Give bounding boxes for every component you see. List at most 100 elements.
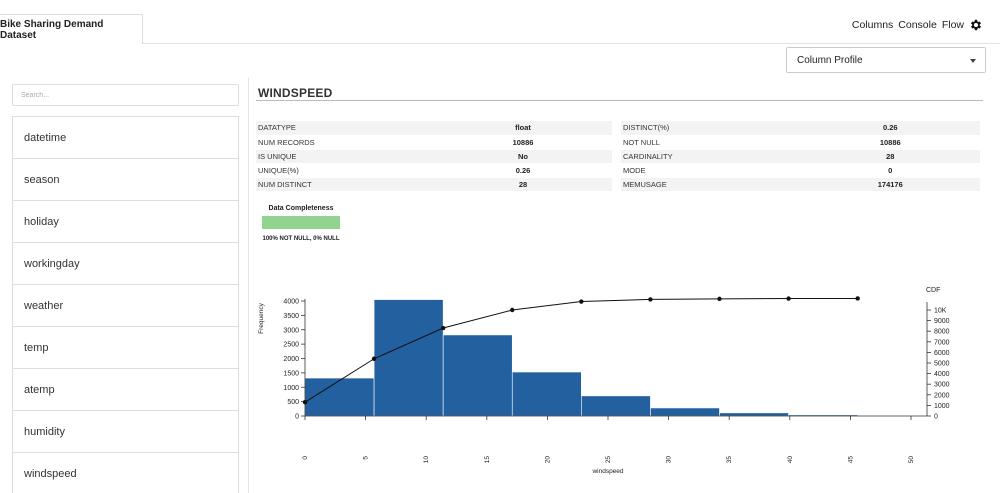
cdf-point (579, 299, 584, 304)
completeness-text: 100% NOT NULL, 0% NULL (262, 236, 340, 242)
x-tick-label: 50 (908, 456, 915, 464)
stat-value: 0.26 (800, 121, 980, 136)
search-box (12, 84, 239, 106)
panel-divider (248, 78, 249, 493)
column-item-season[interactable]: season (13, 159, 238, 201)
x-tick-label: 45 (847, 456, 854, 464)
column-item-windspeed[interactable]: windspeed (13, 453, 238, 493)
y-tick-label: 2000 (283, 356, 299, 363)
top-bar: Bike Sharing Demand Dataset Columns Cons… (0, 0, 1000, 44)
stat-key: UNIQUE(%) (256, 163, 434, 178)
y2-axis-label: CDF (926, 287, 940, 294)
histogram-bar (304, 377, 375, 417)
stat-row: MODE 0 (621, 163, 980, 178)
stat-value: No (434, 149, 612, 164)
cdf-point (510, 307, 515, 313)
x-tick-label: 30 (666, 456, 673, 464)
y2-tick-label: 10K (934, 308, 947, 315)
column-title: WINDSPEED (258, 86, 333, 100)
stat-row: UNIQUE(%) 0.26 (256, 163, 612, 178)
column-item-atemp[interactable]: atemp (13, 369, 238, 411)
stat-row: NOT NULL 10886 (621, 135, 980, 150)
histogram-bar (511, 371, 582, 417)
stat-key: NUM DISTINCT (256, 177, 434, 192)
y-tick-label: 500 (287, 399, 299, 406)
stat-row: CARDINALITY 28 (621, 149, 980, 164)
stat-value: 10886 (800, 135, 980, 150)
stat-key: MODE (621, 163, 801, 178)
histogram-bar (373, 299, 444, 417)
y-tick-label: 1500 (283, 370, 299, 377)
column-item-temp[interactable]: temp (13, 327, 238, 369)
stat-key: NOT NULL (621, 135, 801, 150)
stats-table-right: DISTINCT(%) 0.26 NOT NULL 10886 CARDINALITY 2… (621, 121, 980, 192)
cdf-point (855, 296, 860, 301)
histogram-bar (581, 395, 651, 417)
view-select[interactable]: Column Profile (786, 47, 986, 73)
stat-value: 28 (434, 177, 612, 192)
stat-value: float (434, 121, 612, 136)
column-item-workingday[interactable]: workingday (13, 243, 238, 285)
chevron-down-icon (970, 59, 976, 63)
stat-value: 174176 (800, 177, 980, 192)
y2-tick-label: 5000 (934, 361, 950, 368)
column-item-holiday[interactable]: holiday (13, 201, 238, 243)
cdf-point (648, 297, 653, 302)
nav-console-link[interactable]: Console (898, 19, 937, 31)
nav-flow-link[interactable]: Flow (941, 19, 964, 31)
completeness-title: Data Completeness (268, 205, 334, 212)
cdf-point (440, 325, 446, 331)
column-item-humidity[interactable]: humidity (13, 411, 238, 453)
cdf-point (717, 296, 722, 302)
gear-icon[interactable] (969, 18, 983, 32)
x-tick-label: 5 (363, 456, 370, 460)
stat-key: MEMUSAGE (621, 177, 801, 192)
stat-row: NUM DISTINCT 28 (256, 177, 612, 192)
tab-dataset[interactable]: Bike Sharing Demand Dataset (0, 14, 143, 44)
cdf-point (302, 400, 308, 405)
column-list: datetime season holiday workingday weather te… (12, 116, 239, 493)
stat-row: IS UNIQUE No (256, 149, 612, 164)
histogram-bar (650, 407, 720, 417)
completeness-bar (262, 216, 340, 229)
y2-tick-label: 0 (934, 414, 938, 421)
title-underline (256, 100, 983, 101)
stat-row: DATATYPE float (256, 121, 612, 136)
y2-tick-label: 8000 (934, 329, 950, 336)
histogram-bar (719, 412, 789, 417)
stat-row: DISTINCT(%) 0.26 (621, 121, 980, 136)
y2-tick-label: 2000 (934, 392, 950, 399)
column-item-weather[interactable]: weather (13, 285, 238, 327)
stat-value: 10886 (434, 135, 612, 150)
y2-tick-label: 7000 (934, 339, 950, 346)
stat-key: DATATYPE (256, 121, 434, 136)
cdf-point (371, 356, 377, 361)
search-input[interactable] (21, 91, 221, 99)
stats-table-left: DATATYPE float NUM RECORDS 10886 IS UNIQUE No… (256, 121, 612, 192)
stat-key: DISTINCT(%) (621, 121, 801, 136)
stat-row: NUM RECORDS 10886 (256, 135, 612, 150)
y-tick-label: 0 (295, 414, 299, 421)
stat-key: CARDINALITY (621, 149, 801, 164)
y2-tick-label: 4000 (934, 371, 950, 378)
x-tick-label: 40 (787, 456, 794, 464)
cdf-point (786, 296, 791, 301)
column-item-datetime[interactable]: datetime (13, 117, 238, 159)
y-tick-label: 3500 (283, 313, 299, 320)
x-axis-label: windspeed (591, 468, 623, 475)
x-tick-label: 20 (544, 456, 551, 464)
stat-row: MEMUSAGE 174176 (621, 177, 980, 192)
y2-tick-label: 9000 (934, 318, 950, 325)
y2-tick-label: 6000 (934, 350, 950, 357)
stat-key: IS UNIQUE (256, 149, 434, 164)
histogram-bar (442, 334, 513, 417)
stat-value: 0 (800, 163, 980, 178)
stat-value: 0.26 (434, 163, 612, 178)
histogram-chart: 0 500 1000 1500 2000 2500 30 0 0 3500 4000 Frequenc… (258, 287, 950, 475)
view-select-value: Column Profile (797, 54, 863, 66)
x-tick-label: 0 (302, 456, 309, 460)
nav-columns-link[interactable]: Columns (851, 19, 894, 31)
y2-tick-label: 1000 (934, 403, 950, 410)
y-axis-label: Frequency (258, 302, 265, 333)
y-tick-label: 2500 (283, 342, 299, 349)
